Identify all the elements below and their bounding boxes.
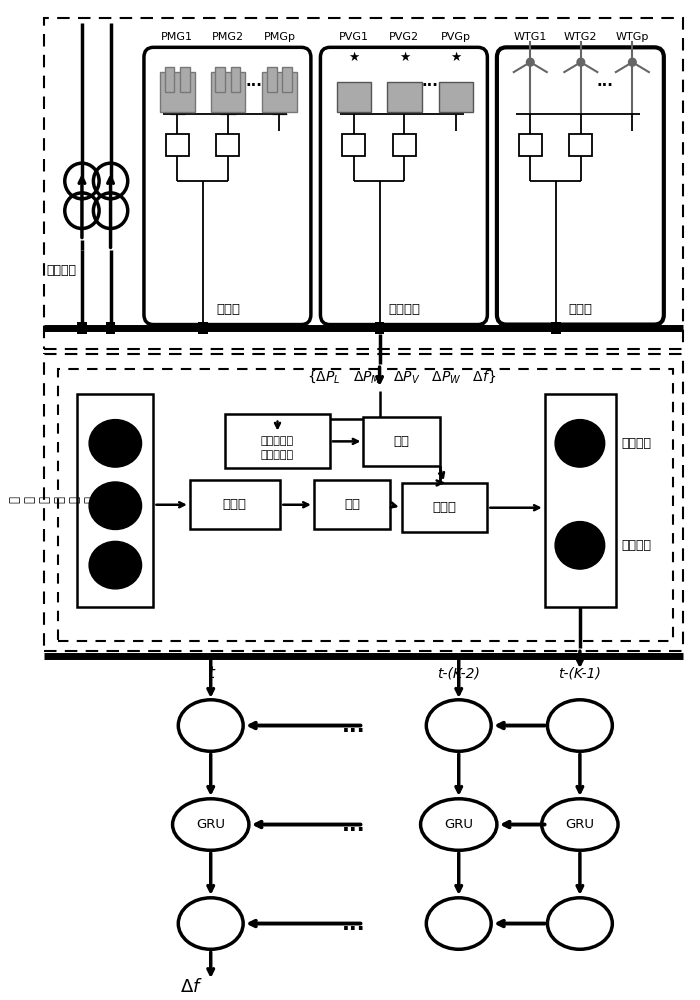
Text: ...: ...	[596, 74, 613, 89]
Text: PVG2: PVG2	[389, 32, 419, 42]
Text: $\{\Delta P_L \quad \Delta P_M \quad \Delta P_V \quad \Delta P_W \quad \Delta f\: $\{\Delta P_L \quad \Delta P_M \quad \De…	[307, 369, 496, 385]
Bar	[402, 483, 487, 532]
Text: GRU: GRU	[444, 818, 473, 831]
Bar	[190, 480, 281, 529]
Ellipse shape	[89, 541, 141, 589]
Text: ★: ★	[399, 51, 410, 64]
Ellipse shape	[89, 482, 141, 529]
Ellipse shape	[173, 799, 249, 850]
Text: ...: ...	[342, 716, 365, 736]
Ellipse shape	[421, 799, 497, 850]
Bar	[216, 67, 225, 92]
Text: WTG2: WTG2	[564, 32, 598, 42]
Circle shape	[629, 58, 636, 66]
Ellipse shape	[178, 898, 243, 949]
Bar	[225, 414, 330, 468]
Ellipse shape	[426, 700, 491, 751]
Bar	[44, 18, 683, 349]
Text: 测量单元测: 测量单元测	[261, 436, 294, 446]
Bar	[262, 72, 297, 112]
Text: ...: ...	[245, 74, 262, 89]
Bar	[231, 67, 240, 92]
Text: t-(K-1): t-(K-1)	[559, 666, 601, 680]
FancyBboxPatch shape	[497, 47, 664, 325]
Text: 得真实数据: 得真实数据	[261, 450, 294, 460]
Bar	[314, 480, 390, 529]
Text: t-(K-2): t-(K-2)	[438, 666, 480, 680]
Bar	[160, 72, 195, 112]
Ellipse shape	[542, 799, 618, 850]
Ellipse shape	[547, 700, 612, 751]
Bar	[165, 67, 174, 92]
Ellipse shape	[555, 522, 605, 569]
Bar	[282, 67, 292, 92]
Text: ...: ...	[342, 914, 365, 934]
Text: PMGp: PMGp	[263, 32, 295, 42]
Bar	[77, 394, 153, 607]
Bar	[387, 82, 421, 112]
Bar	[374, 322, 384, 334]
FancyBboxPatch shape	[144, 47, 311, 325]
Bar	[342, 134, 365, 156]
Text: 生成器: 生成器	[223, 498, 246, 511]
Text: ...: ...	[342, 815, 365, 835]
Text: PVG1: PVG1	[339, 32, 369, 42]
Text: 采样: 采样	[393, 435, 410, 448]
Text: 火电厂: 火电厂	[216, 303, 240, 316]
Text: ...: ...	[421, 74, 439, 89]
Bar	[393, 134, 416, 156]
Text: ★: ★	[348, 51, 359, 64]
Text: 判别器: 判别器	[433, 501, 456, 514]
Bar	[337, 82, 371, 112]
Text: WTGp: WTGp	[616, 32, 649, 42]
Text: 采样: 采样	[344, 498, 360, 511]
Text: ★: ★	[450, 51, 461, 64]
FancyBboxPatch shape	[321, 47, 487, 325]
Bar	[44, 354, 683, 651]
Text: PMG1: PMG1	[161, 32, 193, 42]
Ellipse shape	[547, 898, 612, 949]
Text: PVGp: PVGp	[441, 32, 471, 42]
Bar	[106, 322, 116, 334]
Text: WTG1: WTG1	[514, 32, 547, 42]
Ellipse shape	[426, 898, 491, 949]
Circle shape	[526, 58, 534, 66]
Bar	[363, 417, 440, 466]
Text: GRU: GRU	[566, 818, 594, 831]
Bar	[545, 394, 616, 607]
Ellipse shape	[178, 700, 243, 751]
Bar	[77, 322, 87, 334]
Bar	[216, 134, 239, 156]
Text: 负荷扰动: 负荷扰动	[47, 264, 76, 277]
Bar	[211, 72, 245, 112]
Text: t: t	[208, 666, 213, 681]
Bar	[552, 322, 561, 334]
Bar	[439, 82, 473, 112]
Ellipse shape	[89, 420, 141, 467]
Text: 光伏电站: 光伏电站	[389, 303, 421, 316]
Bar	[569, 134, 592, 156]
Bar	[166, 134, 189, 156]
Text: PMG2: PMG2	[212, 32, 244, 42]
Bar	[267, 67, 276, 92]
Text: 从
噪
声
分
布
采
样: 从 噪 声 分 布 采 样	[8, 496, 111, 503]
Text: 生成数据: 生成数据	[621, 437, 651, 450]
Bar	[180, 67, 190, 92]
Text: 真实数据: 真实数据	[621, 539, 651, 552]
Bar	[519, 134, 542, 156]
Bar	[58, 369, 673, 641]
Text: 风电场: 风电场	[569, 303, 593, 316]
Text: GRU: GRU	[196, 818, 225, 831]
Text: $\Delta f$: $\Delta f$	[180, 978, 203, 996]
Circle shape	[577, 58, 584, 66]
Ellipse shape	[555, 420, 605, 467]
Bar	[198, 322, 208, 334]
